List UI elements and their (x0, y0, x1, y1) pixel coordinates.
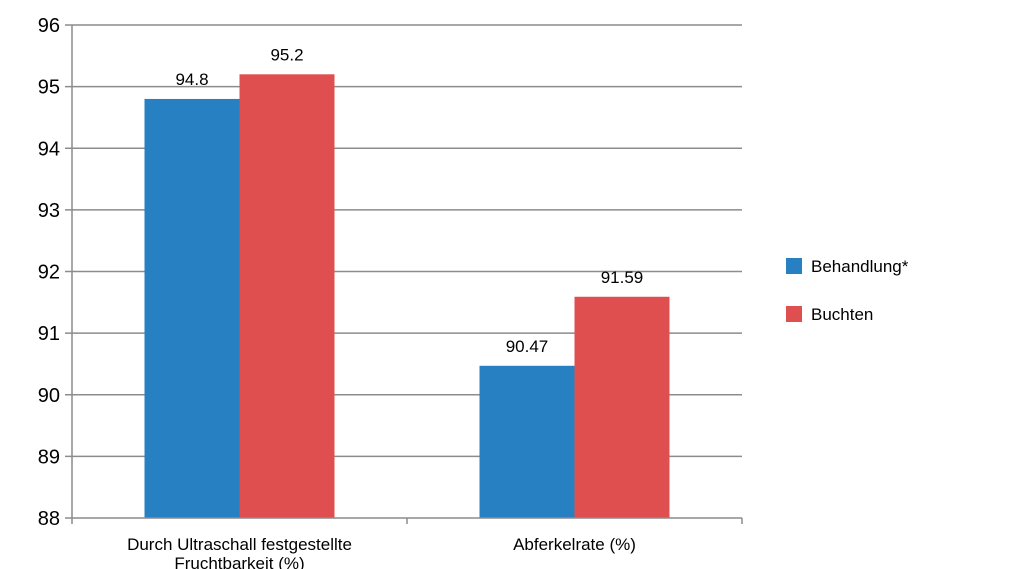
legend-swatch[interactable] (786, 306, 802, 322)
bar-behandlung (479, 365, 575, 518)
data-label: 91.59 (601, 268, 644, 287)
x-category-label: Fruchtbarkeit (%) (174, 554, 304, 569)
data-label: 94.8 (175, 70, 208, 89)
y-tick-label: 91 (38, 323, 60, 345)
bar-buchten (574, 296, 670, 518)
data-label: 90.47 (506, 337, 549, 356)
y-tick-label: 90 (38, 385, 60, 407)
y-tick-label: 96 (38, 15, 60, 37)
data-label: 95.2 (270, 45, 303, 64)
y-tick-label: 88 (38, 508, 60, 530)
x-category-label: Durch Ultraschall festgestellte (127, 535, 352, 554)
legend-swatch[interactable] (786, 258, 802, 274)
bar-behandlung (144, 98, 240, 518)
y-tick-label: 93 (38, 200, 60, 222)
legend[interactable]: Behandlung* Buchten (786, 257, 909, 324)
data-labels: 94.8 95.2 90.47 91.59 (175, 45, 643, 355)
y-tick-label: 94 (38, 138, 60, 160)
y-tick-label: 95 (38, 77, 60, 99)
axes: 88 89 90 91 92 93 94 95 96 Durch Ultraschall fest… (38, 15, 743, 569)
bar-buchten (239, 74, 335, 519)
y-tick-label: 92 (38, 262, 60, 284)
bars (144, 74, 670, 519)
y-tick-label: 89 (38, 446, 60, 468)
legend-label[interactable]: Behandlung* (811, 257, 909, 276)
x-category-label: Abferkelrate (%) (513, 535, 636, 554)
legend-label[interactable]: Buchten (811, 305, 873, 324)
